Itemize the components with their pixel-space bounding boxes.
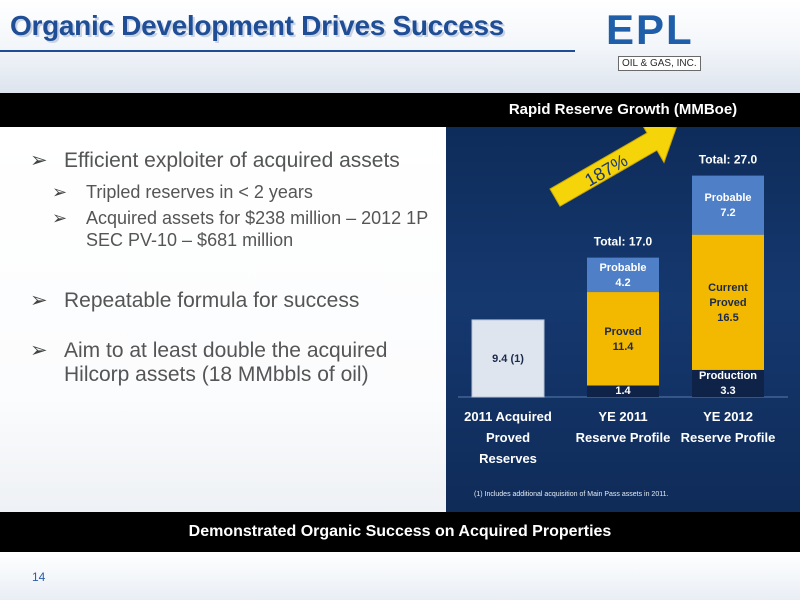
data-label: 3.3 <box>720 385 735 397</box>
category-label: YE 2012 <box>703 409 753 424</box>
data-label: Production <box>699 370 757 382</box>
bullet-text: Efficient exploiter of acquired assets <box>64 149 400 172</box>
arrow-bullet-icon: ➢ <box>52 208 68 228</box>
data-label: 9.4 (1) <box>492 353 524 365</box>
bullet-list: ➢ Efficient exploiter of acquired assets … <box>30 149 440 395</box>
bullet-text: Repeatable formula for success <box>64 289 360 312</box>
category-label: Proved <box>486 430 530 445</box>
page-number: 14 <box>32 570 46 584</box>
footer-caption: Demonstrated Organic Success on Acquired… <box>188 523 612 540</box>
data-label: 7.2 <box>720 207 735 219</box>
category-label: Reserves <box>479 451 537 466</box>
bar-proved <box>692 234 764 370</box>
arrow-bullet-icon: ➢ <box>30 289 48 312</box>
bar-acquired <box>471 319 545 398</box>
title-underline <box>0 50 575 52</box>
bar-probable <box>587 257 659 293</box>
arrow-bullet-icon: ➢ <box>30 339 48 362</box>
category-label: Reserve Profile <box>681 430 776 445</box>
reserve-growth-chart: 9.4 (1) 2011 Acquired Proved Reserves Produc… <box>458 127 788 466</box>
bar-production <box>587 385 659 397</box>
bullets-pane <box>0 127 446 512</box>
chart-footnote: (1) Includes additional acquisition of M… <box>474 491 669 498</box>
category-label: YE 2011 <box>598 409 647 424</box>
data-label: 4.2 <box>615 277 630 289</box>
data-label: Current <box>708 282 748 294</box>
category-label: 2011 Acquired <box>464 409 552 424</box>
total-label: Total: 17.0 <box>594 235 653 249</box>
chart-header: Rapid Reserve Growth (MMBoe) <box>508 101 738 118</box>
bar-proved <box>587 292 659 386</box>
bullet-item: ➢ Aim to at least double the acquired Hil… <box>30 339 440 387</box>
bottom-band <box>0 552 800 600</box>
growth-arrow: 187% <box>549 127 677 207</box>
company-logo: EPL OIL & GAS, INC. <box>606 6 710 74</box>
sub-bullet-text: Tripled reserves in < 2 years <box>86 182 313 202</box>
data-label: 1.4 <box>615 385 631 397</box>
sub-bullet-text: Acquired assets for $238 million – 2012 … <box>86 208 428 250</box>
sub-bullet-item: ➢ Tripled reserves in < 2 years <box>30 181 440 203</box>
bullet-item: ➢ Efficient exploiter of acquired assets <box>30 149 440 173</box>
footer-bar <box>0 512 800 552</box>
sub-bullet-item: ➢ Acquired assets for $238 million – 2012… <box>30 207 440 251</box>
bullet-text: Aim to at least double the acquired Hilc… <box>64 339 388 386</box>
data-label: 11.4 <box>613 341 635 353</box>
arrow-bullet-icon: ➢ <box>30 149 48 172</box>
arrow-bullet-icon: ➢ <box>52 182 68 202</box>
data-label: Probable <box>599 262 646 274</box>
logo-subtext: OIL & GAS, INC. <box>618 56 701 71</box>
header-bar <box>0 93 800 127</box>
bar-probable <box>692 175 764 235</box>
data-label: Proved <box>604 326 641 338</box>
bar-production <box>692 369 764 397</box>
category-label: Reserve Profile <box>576 430 671 445</box>
data-label: 16.5 <box>717 312 738 324</box>
slide-title: Organic Development Drives Success <box>10 10 505 41</box>
logo-text: EPL <box>606 6 694 53</box>
arrow-shape <box>549 127 677 207</box>
data-label: Proved <box>709 297 746 309</box>
title-band <box>0 0 800 93</box>
bullet-item: ➢ Repeatable formula for success <box>30 289 440 313</box>
total-label: Total: 27.0 <box>699 153 758 167</box>
data-label: Probable <box>704 192 751 204</box>
